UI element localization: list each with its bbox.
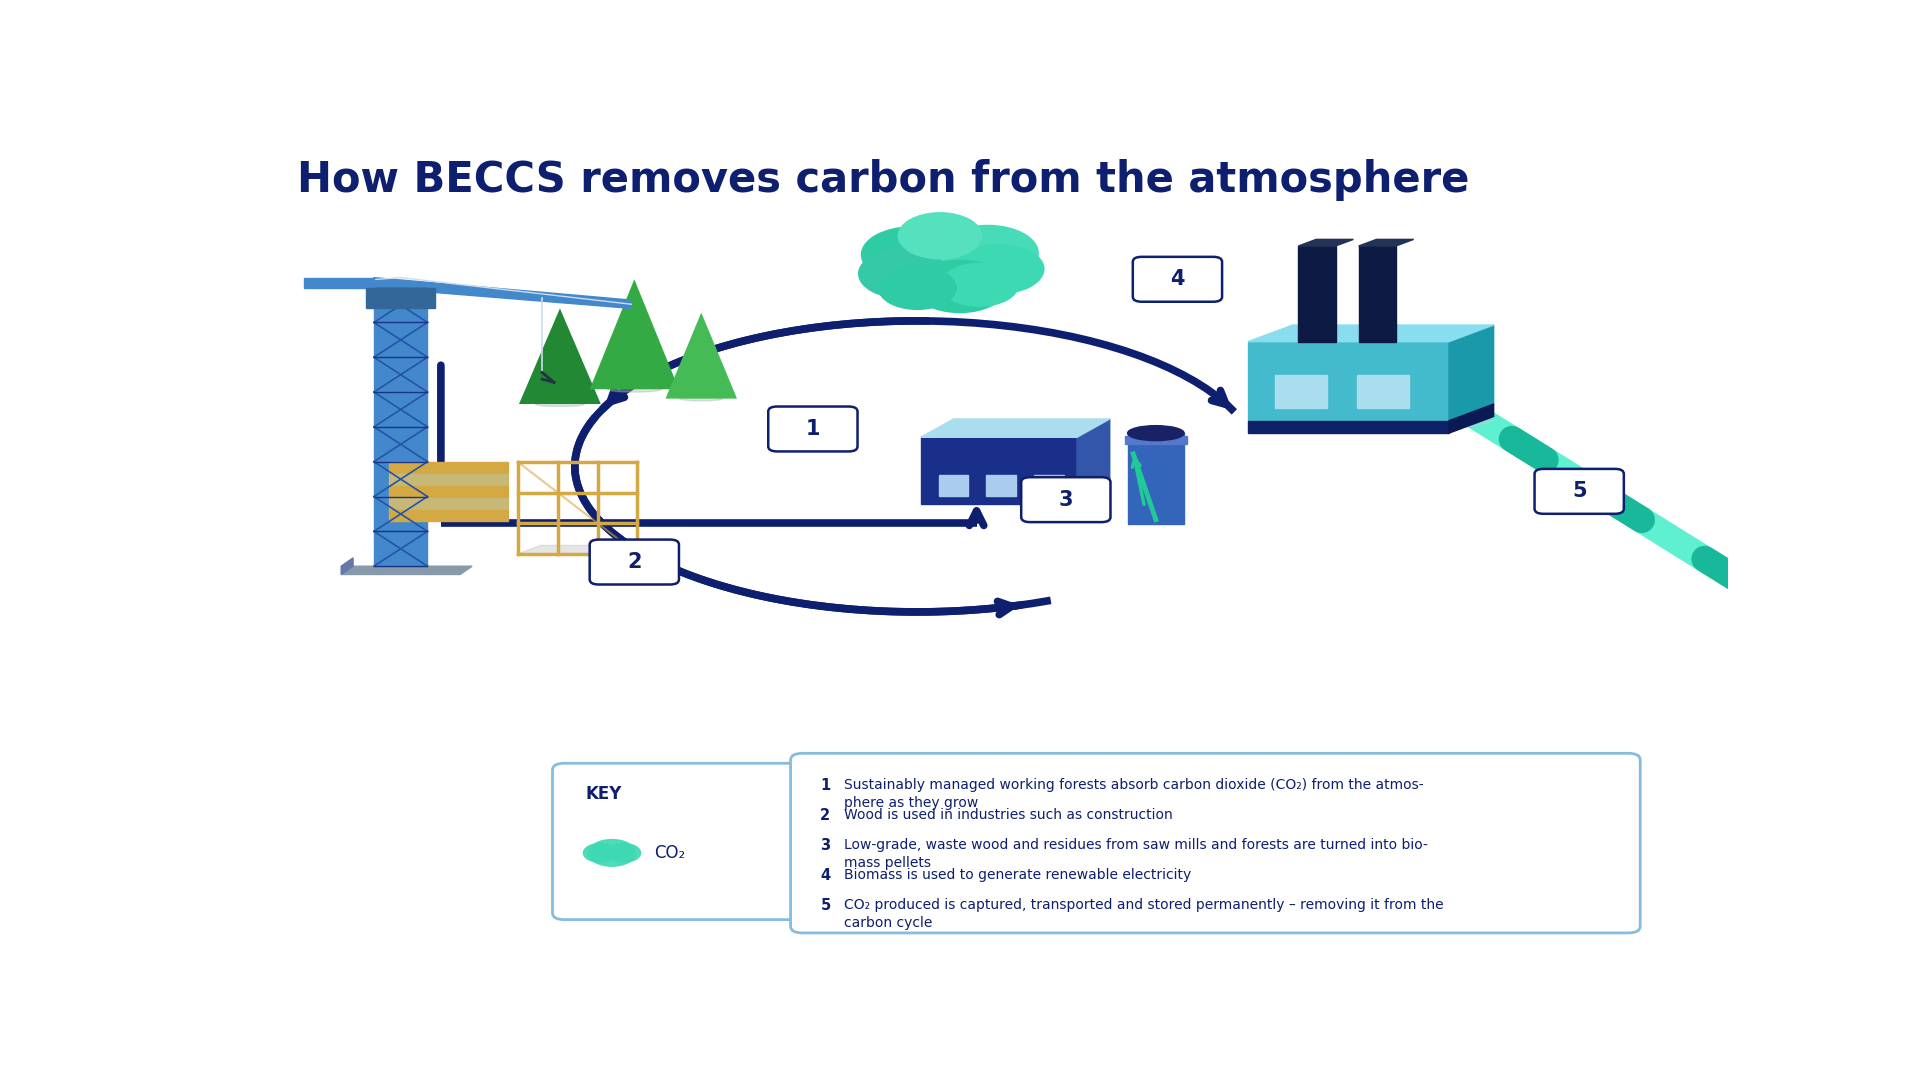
Polygon shape: [518, 309, 601, 404]
Polygon shape: [922, 437, 1077, 503]
Polygon shape: [589, 280, 680, 389]
Polygon shape: [1271, 420, 1494, 428]
FancyBboxPatch shape: [1021, 477, 1110, 522]
Text: CO₂ produced is captured, transported and stored permanently – removing it from : CO₂ produced is captured, transported an…: [845, 897, 1444, 930]
FancyBboxPatch shape: [589, 540, 680, 584]
Text: 2: 2: [820, 808, 831, 823]
Ellipse shape: [536, 402, 584, 406]
Text: Sustainably managed working forests absorb carbon dioxide (CO₂) from the atmos-
: Sustainably managed working forests abso…: [845, 779, 1425, 810]
Text: 1: 1: [820, 779, 831, 793]
Text: Low-grade, waste wood and residues from saw mills and forests are turned into bi: Low-grade, waste wood and residues from …: [845, 838, 1428, 870]
FancyBboxPatch shape: [1133, 257, 1221, 301]
Circle shape: [895, 231, 1008, 294]
Polygon shape: [367, 287, 436, 309]
FancyBboxPatch shape: [553, 764, 806, 920]
Polygon shape: [342, 566, 472, 575]
Text: 2: 2: [628, 552, 641, 572]
Ellipse shape: [607, 387, 660, 392]
Circle shape: [941, 262, 1020, 307]
Ellipse shape: [680, 396, 722, 401]
Polygon shape: [1248, 325, 1494, 341]
Polygon shape: [388, 462, 507, 473]
Polygon shape: [303, 278, 374, 287]
Polygon shape: [1275, 375, 1327, 408]
Circle shape: [897, 212, 983, 259]
Ellipse shape: [1127, 426, 1185, 441]
FancyBboxPatch shape: [1534, 469, 1624, 514]
Text: 4: 4: [820, 868, 831, 883]
Text: Wood is used in industries such as construction: Wood is used in industries such as const…: [845, 808, 1173, 822]
Circle shape: [601, 847, 624, 860]
Circle shape: [584, 843, 616, 862]
Polygon shape: [1248, 420, 1450, 433]
Polygon shape: [1359, 246, 1396, 341]
Text: 5: 5: [1572, 482, 1586, 501]
Text: 4: 4: [1169, 269, 1185, 289]
Polygon shape: [1357, 375, 1409, 408]
Text: 1: 1: [806, 419, 820, 438]
Circle shape: [588, 839, 636, 866]
Polygon shape: [374, 278, 632, 309]
Polygon shape: [922, 419, 1110, 437]
Text: Biomass is used to generate renewable electricity: Biomass is used to generate renewable el…: [845, 868, 1192, 882]
Text: 5: 5: [820, 897, 831, 913]
Polygon shape: [1450, 404, 1494, 433]
Text: KEY: KEY: [586, 785, 622, 802]
Text: 3: 3: [1058, 489, 1073, 510]
Polygon shape: [1298, 240, 1354, 246]
Polygon shape: [388, 474, 507, 485]
Polygon shape: [1359, 240, 1413, 246]
Polygon shape: [388, 510, 507, 521]
Polygon shape: [939, 475, 968, 496]
Text: How BECCS removes carbon from the atmosphere: How BECCS removes carbon from the atmosp…: [296, 159, 1469, 201]
Circle shape: [912, 259, 1008, 313]
Polygon shape: [388, 486, 507, 497]
Polygon shape: [1248, 341, 1450, 420]
Polygon shape: [1298, 246, 1336, 341]
FancyBboxPatch shape: [791, 754, 1640, 933]
Circle shape: [860, 227, 962, 283]
Polygon shape: [1127, 433, 1185, 524]
Polygon shape: [987, 475, 1016, 496]
Circle shape: [858, 248, 948, 299]
Polygon shape: [1125, 435, 1187, 444]
Polygon shape: [1077, 419, 1110, 503]
FancyBboxPatch shape: [768, 406, 858, 451]
Circle shape: [937, 225, 1039, 282]
Polygon shape: [1033, 475, 1064, 496]
Circle shape: [607, 843, 641, 862]
Polygon shape: [666, 312, 737, 399]
Polygon shape: [342, 558, 353, 575]
Polygon shape: [1450, 325, 1494, 420]
Text: CO₂: CO₂: [653, 843, 685, 862]
Text: 3: 3: [820, 838, 831, 853]
Polygon shape: [374, 287, 428, 566]
Polygon shape: [388, 498, 507, 509]
Polygon shape: [518, 545, 660, 554]
Circle shape: [954, 244, 1044, 294]
Circle shape: [877, 266, 956, 310]
